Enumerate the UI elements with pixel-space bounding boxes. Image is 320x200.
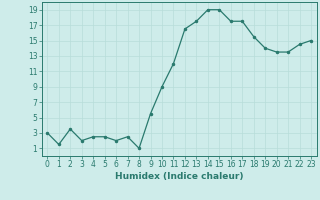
X-axis label: Humidex (Indice chaleur): Humidex (Indice chaleur): [115, 172, 244, 181]
